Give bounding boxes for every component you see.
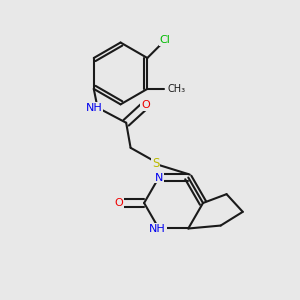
- Text: O: O: [115, 198, 124, 208]
- Text: O: O: [141, 100, 150, 110]
- Text: CH₃: CH₃: [168, 84, 186, 94]
- Text: NH: NH: [85, 103, 102, 113]
- Text: N: N: [154, 172, 163, 182]
- Text: S: S: [152, 158, 159, 170]
- Text: Cl: Cl: [160, 35, 170, 45]
- Text: NH: NH: [149, 224, 166, 234]
